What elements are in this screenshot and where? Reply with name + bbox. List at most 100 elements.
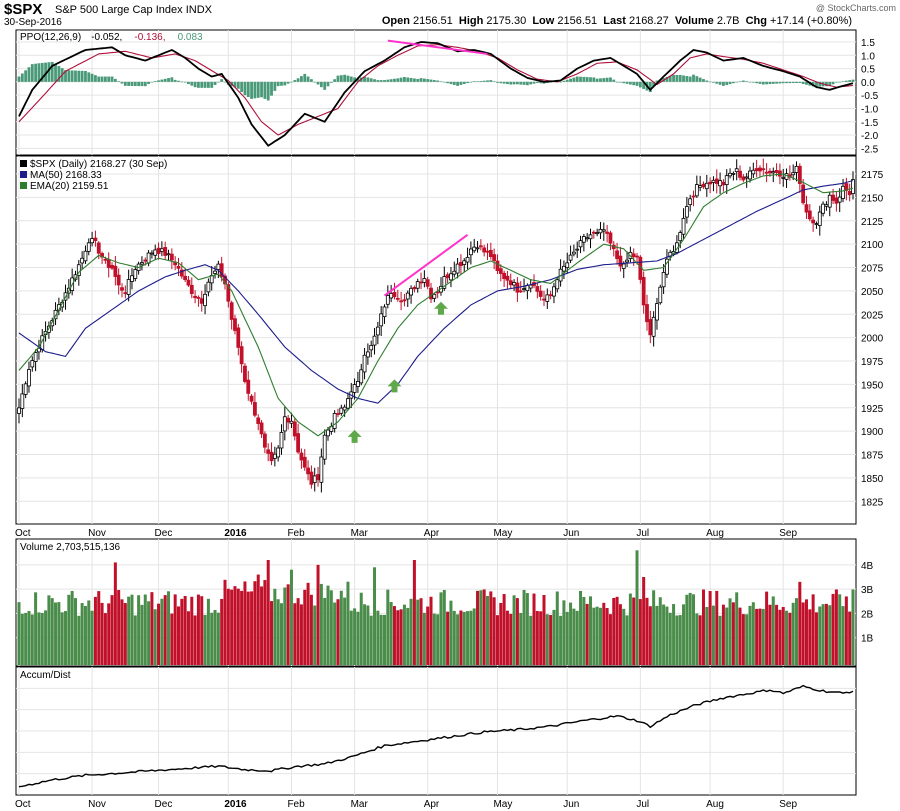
- volume-bar: [316, 564, 320, 665]
- candle: [246, 379, 251, 394]
- candle: [176, 265, 181, 269]
- volume-bar: [216, 612, 220, 665]
- x-axis-label: Nov: [88, 799, 106, 810]
- price-tick-label: 1975: [861, 357, 884, 368]
- ppo-histogram-bar: [635, 81, 639, 86]
- candle: [256, 417, 261, 424]
- volume-bar: [57, 602, 61, 665]
- candle: [462, 260, 467, 265]
- ppo-histogram-bar: [572, 77, 576, 82]
- volume-bar: [628, 593, 632, 665]
- volume-bar: [180, 598, 184, 665]
- ppo-histogram-bar: [37, 63, 41, 82]
- candle: [356, 381, 360, 387]
- candle: [847, 191, 852, 196]
- ppo-histogram-bar: [426, 79, 430, 82]
- ppo-histogram-bar: [472, 81, 476, 82]
- legend-label: Volume 2,703,515,136: [20, 542, 121, 553]
- ppo-histogram-bar: [393, 78, 396, 82]
- ppo-histogram-bar: [399, 77, 403, 82]
- volume-bar: [286, 584, 290, 665]
- candle: [30, 360, 35, 368]
- ppo-histogram-bar: [778, 81, 782, 84]
- ppo-histogram-bar: [253, 81, 257, 99]
- candle: [243, 365, 247, 382]
- ppo-histogram-bar: [366, 77, 370, 82]
- volume-bar: [256, 574, 260, 665]
- candle: [478, 245, 483, 248]
- candle: [691, 195, 696, 198]
- volume-bar: [77, 615, 81, 665]
- candle: [116, 274, 121, 286]
- volume-bar: [266, 560, 270, 665]
- volume-bar: [97, 591, 101, 665]
- candle: [651, 316, 656, 337]
- candle: [721, 181, 726, 186]
- volume-bar: [675, 615, 679, 665]
- ppo-histogram-bar: [565, 79, 569, 82]
- volume-bar: [486, 595, 490, 665]
- volume-bar: [602, 602, 606, 665]
- ppo-tick-label: 0.0: [861, 78, 875, 89]
- volume-bar: [482, 589, 486, 665]
- volume-bar: [535, 611, 539, 665]
- candle: [794, 165, 799, 173]
- ppo-histogram-bar: [153, 81, 157, 82]
- ppo-histogram-bar: [725, 81, 729, 85]
- candle: [495, 260, 500, 271]
- volume-bar: [618, 604, 622, 665]
- ppo-histogram-bar: [685, 76, 689, 82]
- candle: [419, 281, 423, 284]
- ppo-histogram-bar: [476, 81, 479, 82]
- ppo-histogram-bar: [436, 80, 440, 82]
- ppo-histogram-bar: [569, 78, 572, 82]
- ppo-histogram-bar: [818, 81, 822, 87]
- ppo-histogram-bar: [761, 81, 765, 85]
- ppo-tick-label: 1.5: [861, 38, 875, 49]
- volume-bar: [452, 610, 456, 665]
- ppo-histogram-bar: [97, 76, 101, 82]
- candle: [27, 369, 31, 387]
- ppo-histogram-bar: [648, 81, 652, 93]
- ppo-histogram-bar: [133, 81, 137, 87]
- volume-bar: [612, 598, 616, 665]
- volume-bar: [495, 615, 499, 665]
- volume-bar: [785, 610, 789, 665]
- ppo-tick-label: -2.5: [861, 144, 879, 155]
- ppo-histogram-bar: [177, 80, 180, 82]
- volume-bar: [715, 590, 719, 665]
- candle: [193, 295, 198, 299]
- ppo-histogram-bar: [376, 80, 380, 82]
- ppo-histogram-bar: [223, 81, 227, 83]
- volume-bar: [668, 612, 672, 665]
- candle: [239, 346, 244, 365]
- candle: [615, 250, 619, 260]
- candle: [120, 287, 124, 291]
- quote-low: Low 2156.51: [532, 15, 598, 27]
- ppo-histogram-bar: [283, 81, 287, 86]
- volume-bar: [167, 591, 171, 665]
- volume-bar: [585, 603, 589, 665]
- candle: [542, 298, 546, 301]
- volume-bar: [130, 594, 134, 665]
- volume-bar: [230, 589, 234, 665]
- candle: [605, 231, 610, 234]
- candle: [678, 232, 683, 242]
- candle: [565, 262, 570, 268]
- volume-bar: [90, 610, 94, 665]
- price-tick-label: 2000: [861, 334, 884, 345]
- volume-bar: [70, 590, 74, 665]
- ppo-histogram-bar: [525, 81, 529, 86]
- ppo-histogram-bar: [286, 81, 290, 84]
- x-axis-label: Apr: [424, 799, 440, 810]
- volume-bar: [801, 602, 805, 665]
- volume-bar: [379, 614, 383, 665]
- volume-bar: [469, 610, 473, 665]
- candle: [90, 238, 94, 244]
- volume-bar: [572, 608, 576, 665]
- candle: [824, 204, 829, 207]
- volume-bar: [635, 550, 639, 665]
- ppo-histogram-bar: [120, 81, 124, 84]
- volume-bar: [382, 614, 386, 665]
- volume-bar: [123, 603, 127, 665]
